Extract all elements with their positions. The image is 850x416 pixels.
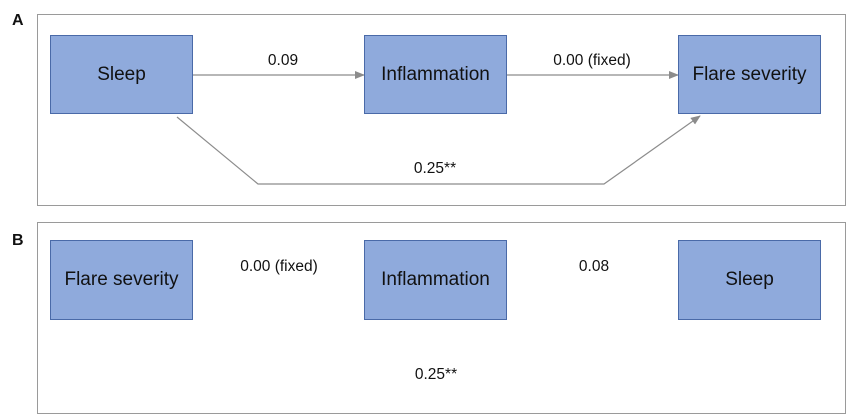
panel-b-letter: B (12, 232, 24, 249)
panel-a-label-sleep-to-flare: 0.25** (413, 160, 457, 177)
panel-b-node-sleep: Sleep (678, 240, 821, 320)
panel-a-node-inflammation: Inflammation (364, 35, 507, 114)
panel-a-node-sleep: Sleep (50, 35, 193, 114)
panel-b-node-inflammation: Inflammation (364, 240, 507, 320)
panel-a-node-flare-severity: Flare severity (678, 35, 821, 114)
arrow-a-sleep-to-flare (176, 115, 701, 185)
panel-a-letter: A (12, 12, 24, 29)
panel-b-label-flare-to-inflammation: 0.00 (fixed) (240, 258, 318, 275)
panel-b-label-flare-to-sleep: 0.25** (414, 366, 458, 383)
panel-a-label-inflammation-to-flare: 0.00 (fixed) (553, 52, 631, 69)
panel-b-label-inflammation-to-sleep: 0.08 (578, 258, 610, 275)
panel-b-node-flare-severity: Flare severity (50, 240, 193, 320)
panel-a-label-sleep-to-inflammation: 0.09 (267, 52, 299, 69)
